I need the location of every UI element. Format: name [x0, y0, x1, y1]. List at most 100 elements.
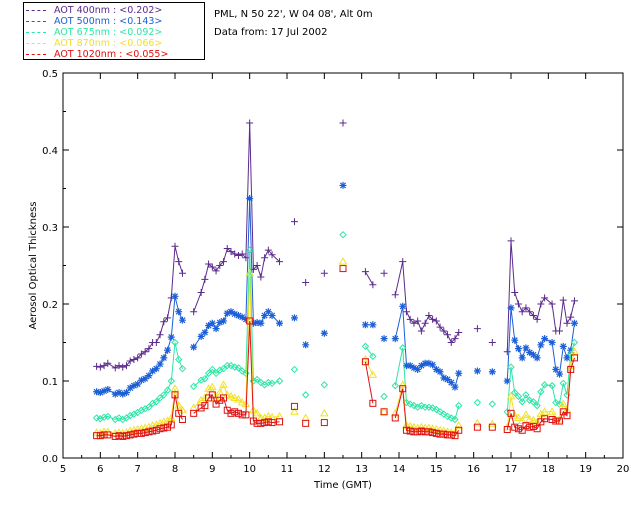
data-point	[104, 412, 112, 421]
data-point	[207, 382, 217, 391]
series-aot-1020nm	[93, 265, 578, 440]
data-point	[234, 394, 243, 403]
data-point	[399, 302, 407, 310]
data-point	[115, 389, 123, 397]
data-point	[178, 416, 186, 423]
data-point	[320, 419, 328, 427]
data-point	[234, 251, 242, 259]
data-point	[276, 258, 284, 266]
data-point	[208, 263, 216, 271]
data-point	[100, 387, 108, 395]
data-point	[532, 418, 542, 426]
data-point	[391, 335, 399, 343]
data-point	[249, 417, 257, 425]
data-point	[525, 415, 535, 423]
data-point	[361, 268, 369, 276]
data-point	[268, 379, 276, 388]
data-point	[164, 314, 172, 322]
data-point	[231, 250, 239, 258]
data-point	[405, 421, 415, 430]
data-point	[473, 367, 481, 375]
x-tick-label-10: 10	[243, 464, 256, 475]
data-point	[541, 335, 549, 343]
data-point	[518, 398, 526, 406]
data-point	[268, 312, 276, 320]
data-point	[167, 377, 175, 385]
data-point	[220, 394, 228, 402]
data-point	[455, 401, 463, 410]
data-point	[507, 409, 515, 417]
legend-label-1020nm: AOT 1020nm : <0.055>	[54, 49, 169, 60]
data-point	[141, 405, 149, 413]
data-point	[257, 378, 265, 387]
data-point	[540, 381, 549, 389]
data-point	[380, 408, 388, 416]
data-point	[219, 364, 228, 373]
data-point	[242, 315, 250, 323]
data-point	[369, 399, 377, 407]
data-point	[156, 331, 164, 339]
data-point	[126, 357, 134, 365]
data-point	[119, 390, 127, 398]
plot-area	[92, 119, 579, 440]
data-point	[525, 396, 534, 404]
data-point	[238, 411, 246, 419]
data-point	[529, 398, 538, 406]
data-point	[567, 313, 575, 321]
data-point	[399, 385, 407, 393]
data-point	[249, 265, 257, 273]
legend-label-500nm: AOT 500nm : <0.143>	[54, 16, 163, 27]
data-point	[517, 416, 527, 425]
data-point	[555, 415, 564, 423]
data-point	[231, 408, 239, 416]
x-tick-label-13: 13	[355, 464, 368, 475]
data-point	[175, 355, 183, 364]
data-point	[563, 412, 571, 420]
data-point	[361, 321, 369, 329]
x-tick-label-14: 14	[393, 464, 406, 475]
data-point	[205, 322, 213, 330]
data-point	[104, 431, 112, 439]
data-point	[488, 368, 496, 376]
data-point	[526, 349, 534, 357]
data-point	[451, 335, 459, 343]
data-point	[212, 325, 220, 333]
data-point	[451, 432, 459, 440]
data-point	[92, 428, 101, 436]
data-point	[257, 419, 265, 427]
data-point	[521, 410, 531, 418]
data-point	[253, 375, 261, 384]
data-point	[320, 381, 329, 389]
data-point	[130, 430, 138, 438]
data-point	[451, 383, 459, 391]
data-point	[444, 431, 452, 439]
data-point	[119, 415, 127, 424]
data-point	[253, 318, 261, 326]
data-point	[145, 372, 153, 380]
data-point	[391, 381, 399, 390]
data-point	[137, 376, 145, 384]
data-point	[227, 409, 235, 417]
data-point	[421, 359, 429, 367]
data-point	[410, 364, 418, 372]
y-tick-label-0.0: 0.0	[42, 454, 58, 465]
data-point	[111, 432, 119, 440]
data-point	[447, 339, 455, 346]
data-point	[171, 391, 179, 399]
data-point	[424, 423, 434, 431]
series-line	[193, 320, 280, 424]
data-point	[421, 428, 429, 436]
data-point	[529, 415, 538, 424]
data-point	[558, 399, 568, 408]
x-tick-label-11: 11	[281, 464, 294, 475]
data-point	[406, 362, 414, 370]
data-point	[526, 308, 534, 316]
data-point	[548, 381, 556, 390]
data-point	[290, 402, 298, 410]
x-tick-label-18: 18	[542, 464, 555, 475]
axes: 5 6 7 8 9 10 11 12 13 14 15 16 17 18 19 20 0.0 0.1 0.2 0.3 0…	[42, 69, 629, 475]
data-point	[201, 328, 209, 336]
data-point	[406, 315, 414, 323]
data-point	[204, 369, 213, 378]
data-point	[152, 365, 160, 373]
